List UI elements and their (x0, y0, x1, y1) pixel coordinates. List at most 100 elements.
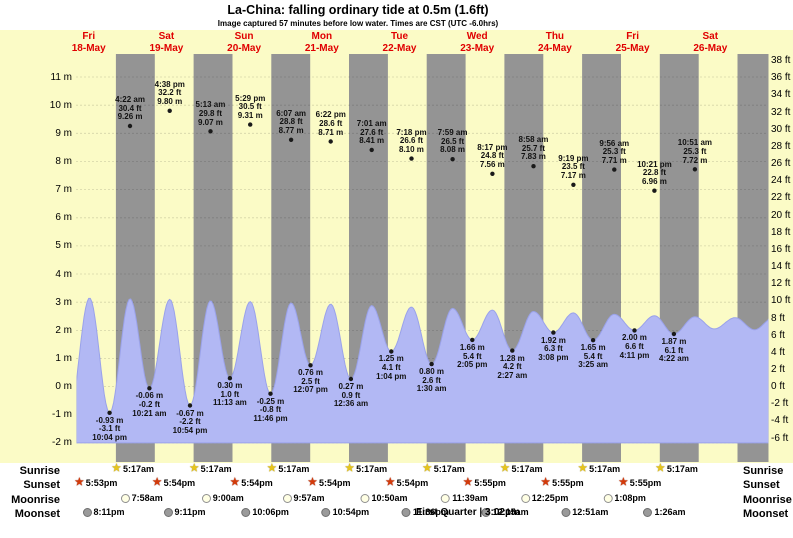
y-axis-right-tick: 28 ft (771, 140, 791, 152)
moonset-row-label-right: Moonset (743, 508, 789, 520)
moonrise-event: 11:39am (441, 493, 488, 503)
y-axis-right-tick: 0 ft (771, 381, 785, 393)
moonrise-time: 11:39am (452, 493, 488, 503)
tide-point-dot (652, 188, 657, 193)
tide-point-dot (470, 337, 475, 343)
y-axis-right-tick: 6 ft (771, 329, 785, 341)
sunset-event: ★ 5:53pm (74, 477, 117, 489)
sunrise-icon: ★ (189, 463, 199, 474)
sunrise-time: 5:17am (511, 464, 543, 474)
y-axis-right-tick: 30 ft (771, 123, 791, 135)
tide-point-dot (571, 182, 576, 187)
y-axis-right-tick: 32 ft (771, 106, 791, 118)
moonrise-event: 9:00am (201, 493, 244, 503)
sunset-icon: ★ (463, 477, 473, 488)
sunset-icon: ★ (230, 477, 240, 488)
chart-title: La-China: falling ordinary tide at 0.5m … (227, 3, 489, 17)
sunrise-row-label-right: Sunrise (743, 465, 784, 477)
tide-point-dot (590, 338, 596, 343)
high-tide-label: 5:29 pm 30.5 ft 9.31 m (235, 93, 266, 120)
sunset-event: ★ 5:54pm (230, 477, 272, 489)
moonrise-icon (360, 493, 370, 503)
moonrise-icon (120, 493, 130, 503)
tide-point-dot (369, 147, 374, 153)
low-tide-label: 1.66 m 5.4 ft 2:05 pm (457, 342, 488, 370)
low-tide-label: 1.65 m 5.4 ft 3:25 am (578, 343, 609, 370)
moonset-icon (561, 507, 571, 517)
tide-point-dot (409, 156, 414, 161)
tide-point-dot (227, 376, 233, 381)
tide-point-dot (147, 386, 152, 391)
sunset-row-label-right: Sunset (743, 479, 780, 491)
sunset-time: 5:55pm (629, 478, 662, 488)
tide-point-dot (671, 331, 677, 337)
moonset-time: 10:54pm (332, 507, 370, 517)
high-tide-label: 5:13 am 29.8 ft 9.07 m (195, 100, 226, 127)
moonset-icon (163, 507, 173, 517)
day-label: Thu 24-May (537, 31, 572, 54)
y-axis-right-tick: 16 ft (771, 243, 791, 255)
y-axis-left-tick: 6 m (55, 212, 72, 224)
sunset-icon: ★ (308, 477, 317, 488)
high-tide-label: 8:17 pm 24.8 ft 7.56 m (477, 142, 508, 170)
moonrise-time: 7:58am (131, 493, 163, 503)
low-tide-label: -0.25 m -0.8 ft 11:46 pm (253, 396, 288, 423)
sunrise-time: 5:17am (666, 464, 698, 474)
moonset-time: 10:06pm (252, 507, 289, 517)
sunset-event: ★ 5:55pm (619, 478, 662, 489)
high-tide-label: 10:21 pm 22.8 ft 6.96 m (637, 159, 672, 186)
day-label: Sat 26-May (693, 31, 728, 54)
tide-point-dot (490, 171, 495, 176)
sunset-time: 5:55pm (474, 478, 506, 488)
sunrise-icon: ★ (500, 463, 510, 474)
y-axis-left-tick: 3 m (55, 296, 72, 308)
moonrise-event: 9:57am (282, 493, 325, 503)
y-axis-right-tick: 2 ft (771, 363, 785, 375)
sunrise-icon: ★ (578, 463, 588, 474)
moonrise-time: 12:25pm (531, 493, 569, 503)
moonset-event: 10:06pm (241, 507, 289, 517)
moonset-event: 1:26am (643, 507, 685, 517)
low-tide-label: 1.92 m 6.3 ft 3:08 pm (538, 335, 569, 362)
sunset-icon: ★ (74, 477, 84, 488)
y-axis-right-tick: -6 ft (771, 432, 789, 444)
y-axis-right-tick: 8 ft (771, 312, 785, 324)
moonrise-row-label-left: Moonrise (11, 494, 60, 506)
y-axis-right-tick: 4 ft (771, 346, 785, 358)
moonset-event: 11:36pm (401, 507, 449, 517)
y-axis-right-tick: 22 ft (771, 192, 791, 204)
high-tide-label: 4:22 am 30.4 ft 9.26 m (115, 94, 145, 122)
sunrise-icon: ★ (345, 463, 355, 474)
sunset-icon: ★ (385, 477, 395, 488)
high-tide-label: 7:01 am 27.6 ft 8.41 m (356, 118, 387, 146)
low-tide-label: 0.30 m 1.0 ft 11:13 am (212, 381, 247, 408)
day-label: Fri 18-May (71, 31, 106, 54)
moonset-time: 1:26am (654, 507, 686, 517)
moonset-icon (401, 507, 411, 517)
sunrise-event: ★ 5:17am (345, 463, 387, 475)
moonset-time: 12:15am (492, 507, 529, 517)
low-tide-label: 2.00 m 6.6 ft 4:11 pm (619, 333, 650, 360)
tide-point-dot (328, 139, 333, 144)
y-axis-right-tick: -2 ft (771, 398, 789, 410)
sunrise-event: ★ 5:17am (578, 463, 620, 475)
day-label: Fri 25-May (615, 31, 650, 54)
moonrise-icon (441, 493, 451, 503)
moonrise-time: 10:50am (371, 493, 408, 503)
sunrise-event: ★ 5:17am (189, 463, 232, 475)
tide-point-dot (107, 410, 112, 415)
moonset-icon (321, 507, 331, 517)
sunset-event: ★ 5:54pm (308, 477, 350, 489)
y-axis-left-tick: -1 m (52, 409, 72, 421)
low-tide-label: 0.76 m 2.5 ft 12:07 pm (293, 368, 328, 395)
day-label: Wed 23-May (460, 31, 495, 54)
tide-curve (76, 297, 769, 444)
moonrise-icon (201, 493, 211, 503)
tide-point-dot (450, 157, 455, 162)
y-axis-left-tick: 11 m (50, 71, 73, 83)
low-tide-label: 0.27 m 0.9 ft 12:36 am (333, 382, 369, 409)
y-axis-left-tick: 10 m (49, 99, 72, 111)
low-tide-label: 0.80 m 2.6 ft 1:30 am (416, 367, 447, 394)
tide-point-dot (308, 363, 313, 368)
sunset-time: 5:55pm (552, 478, 584, 488)
